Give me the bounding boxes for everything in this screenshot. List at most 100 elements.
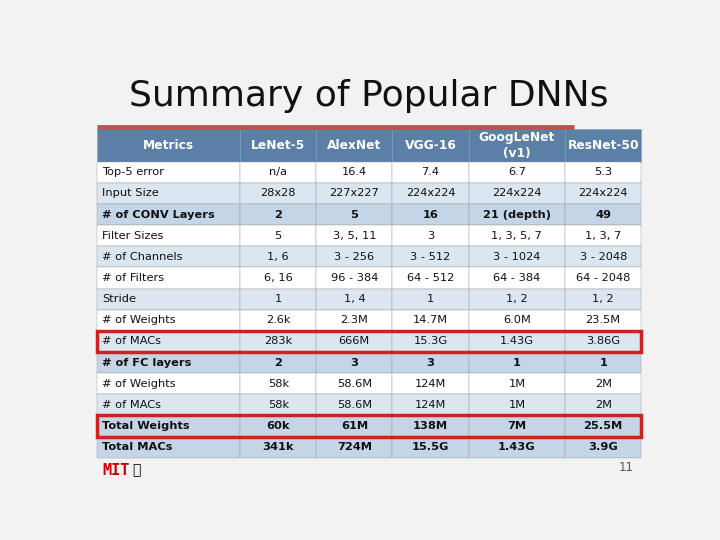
Text: 6.0M: 6.0M bbox=[503, 315, 531, 325]
Bar bbox=[240, 310, 316, 331]
Bar bbox=[96, 331, 240, 352]
Text: 7M: 7M bbox=[508, 421, 526, 431]
Bar bbox=[469, 352, 565, 373]
Bar bbox=[469, 161, 565, 183]
Bar bbox=[240, 267, 316, 288]
Text: 1, 3, 7: 1, 3, 7 bbox=[585, 231, 621, 241]
Text: 124M: 124M bbox=[415, 379, 446, 389]
Text: 23.5M: 23.5M bbox=[585, 315, 621, 325]
Text: 21 (depth): 21 (depth) bbox=[483, 210, 551, 220]
Bar bbox=[392, 331, 469, 352]
Bar bbox=[392, 436, 469, 458]
Text: 3: 3 bbox=[351, 357, 359, 368]
Bar bbox=[469, 373, 565, 394]
Text: 15.5G: 15.5G bbox=[412, 442, 449, 452]
Text: 5.3: 5.3 bbox=[594, 167, 612, 177]
Text: 2.3M: 2.3M bbox=[341, 315, 369, 325]
Text: 64 - 2048: 64 - 2048 bbox=[576, 273, 631, 283]
Bar bbox=[96, 129, 240, 161]
Text: 224x224: 224x224 bbox=[578, 188, 628, 198]
Bar bbox=[392, 394, 469, 415]
Bar bbox=[565, 373, 642, 394]
Bar bbox=[565, 394, 642, 415]
Text: 124M: 124M bbox=[415, 400, 446, 410]
Text: GoogLeNet
(v1): GoogLeNet (v1) bbox=[479, 131, 555, 160]
Bar bbox=[316, 310, 392, 331]
Text: 58.6M: 58.6M bbox=[337, 379, 372, 389]
Text: 14.7M: 14.7M bbox=[413, 315, 448, 325]
Bar bbox=[240, 373, 316, 394]
Bar bbox=[96, 183, 240, 204]
Bar bbox=[96, 352, 240, 373]
Text: 3 - 512: 3 - 512 bbox=[410, 252, 451, 262]
Text: # of Channels: # of Channels bbox=[102, 252, 183, 262]
Text: 1: 1 bbox=[599, 357, 607, 368]
Bar bbox=[565, 225, 642, 246]
Bar bbox=[316, 225, 392, 246]
Bar bbox=[392, 129, 469, 161]
Bar bbox=[316, 288, 392, 310]
Text: 64 - 512: 64 - 512 bbox=[407, 273, 454, 283]
Text: # of FC layers: # of FC layers bbox=[102, 357, 192, 368]
Bar bbox=[392, 288, 469, 310]
Text: 16.4: 16.4 bbox=[342, 167, 367, 177]
Text: 3, 5, 11: 3, 5, 11 bbox=[333, 231, 376, 241]
Bar bbox=[316, 161, 392, 183]
Bar bbox=[565, 436, 642, 458]
Text: 2: 2 bbox=[274, 210, 282, 220]
Text: MIT: MIT bbox=[102, 463, 130, 478]
Bar bbox=[316, 352, 392, 373]
Text: 2M: 2M bbox=[595, 400, 612, 410]
Bar bbox=[565, 331, 642, 352]
Text: Top-5 error: Top-5 error bbox=[102, 167, 164, 177]
Text: 227x227: 227x227 bbox=[330, 188, 379, 198]
Text: 3.9G: 3.9G bbox=[588, 442, 618, 452]
Bar bbox=[240, 288, 316, 310]
Bar bbox=[240, 225, 316, 246]
Bar bbox=[96, 310, 240, 331]
Bar bbox=[96, 246, 240, 267]
Bar bbox=[240, 415, 316, 436]
Bar bbox=[96, 204, 240, 225]
Text: 341k: 341k bbox=[263, 442, 294, 452]
Text: 6.7: 6.7 bbox=[508, 167, 526, 177]
Bar bbox=[96, 225, 240, 246]
Bar bbox=[392, 161, 469, 183]
Text: ResNet-50: ResNet-50 bbox=[567, 139, 639, 152]
Bar bbox=[565, 352, 642, 373]
Text: 224x224: 224x224 bbox=[406, 188, 455, 198]
Bar bbox=[240, 394, 316, 415]
Bar bbox=[240, 183, 316, 204]
Bar bbox=[469, 288, 565, 310]
Bar bbox=[316, 331, 392, 352]
Bar bbox=[240, 352, 316, 373]
Bar bbox=[392, 204, 469, 225]
Text: 1, 6: 1, 6 bbox=[267, 252, 289, 262]
Bar bbox=[96, 331, 642, 352]
Text: Stride: Stride bbox=[102, 294, 136, 304]
Bar bbox=[96, 415, 240, 436]
Text: # of MACs: # of MACs bbox=[102, 336, 161, 347]
Text: 1: 1 bbox=[427, 294, 434, 304]
Text: Total MACs: Total MACs bbox=[102, 442, 173, 452]
Text: 15.3G: 15.3G bbox=[413, 336, 448, 347]
Text: 138M: 138M bbox=[413, 421, 448, 431]
Bar bbox=[469, 183, 565, 204]
Bar bbox=[469, 331, 565, 352]
Text: 60k: 60k bbox=[266, 421, 290, 431]
Bar bbox=[469, 267, 565, 288]
Text: LeNet-5: LeNet-5 bbox=[251, 139, 305, 152]
Text: 1: 1 bbox=[513, 357, 521, 368]
Bar bbox=[392, 267, 469, 288]
Text: 6, 16: 6, 16 bbox=[264, 273, 292, 283]
Bar bbox=[96, 373, 240, 394]
Bar bbox=[316, 436, 392, 458]
Text: 3: 3 bbox=[426, 357, 434, 368]
Bar bbox=[240, 331, 316, 352]
Bar bbox=[565, 129, 642, 161]
Bar bbox=[565, 415, 642, 436]
Bar bbox=[316, 373, 392, 394]
Text: 1M: 1M bbox=[508, 400, 526, 410]
Bar bbox=[469, 394, 565, 415]
Bar bbox=[96, 267, 240, 288]
